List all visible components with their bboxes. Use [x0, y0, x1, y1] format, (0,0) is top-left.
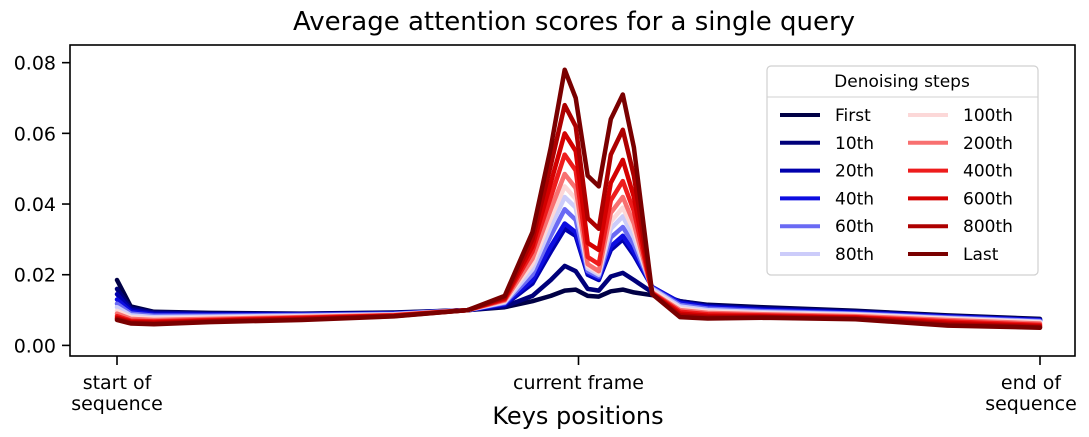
x-tick-label: sequence	[985, 393, 1077, 415]
y-axis: 0.00 0.02 0.04 0.06 0.08	[14, 53, 70, 357]
series-line-last	[114, 67, 1043, 330]
chart-title: Average attention scores for a single qu…	[293, 7, 855, 37]
legend-label: 200th	[963, 134, 1013, 154]
legend-label: Last	[963, 245, 999, 265]
x-tick-label: end of	[1001, 372, 1062, 394]
legend: Denoising steps First 10th 20th 40th 60th 80t…	[766, 65, 1039, 276]
y-tick-label: 0.02	[14, 265, 56, 287]
legend-label: 100th	[963, 106, 1013, 126]
x-tick-label: sequence	[71, 393, 163, 415]
legend-box	[766, 65, 1039, 276]
y-tick-label: 0.06	[14, 123, 56, 145]
x-axis-label: Keys positions	[492, 402, 663, 430]
legend-label: 40th	[835, 189, 874, 209]
y-tick-label: 0.08	[14, 53, 56, 75]
legend-label: 800th	[963, 217, 1013, 237]
legend-title: Denoising steps	[834, 72, 970, 92]
x-tick-label: start of	[83, 372, 153, 394]
plot-frame	[69, 44, 1076, 357]
legend-label: 10th	[835, 134, 874, 154]
y-tick-label: 0.00	[14, 335, 56, 357]
legend-label: 20th	[835, 162, 874, 182]
series-layer	[114, 67, 1043, 330]
legend-label: 80th	[835, 245, 874, 265]
y-tick-label: 0.04	[14, 194, 56, 216]
legend-label: 600th	[963, 189, 1013, 209]
legend-items: First 10th 20th 40th 60th 80th 100th 200th 400th…	[780, 106, 1013, 265]
x-tick-label: current frame	[513, 372, 644, 394]
legend-label: 400th	[963, 162, 1013, 182]
legend-label: 60th	[835, 217, 874, 237]
legend-label: First	[835, 106, 871, 126]
